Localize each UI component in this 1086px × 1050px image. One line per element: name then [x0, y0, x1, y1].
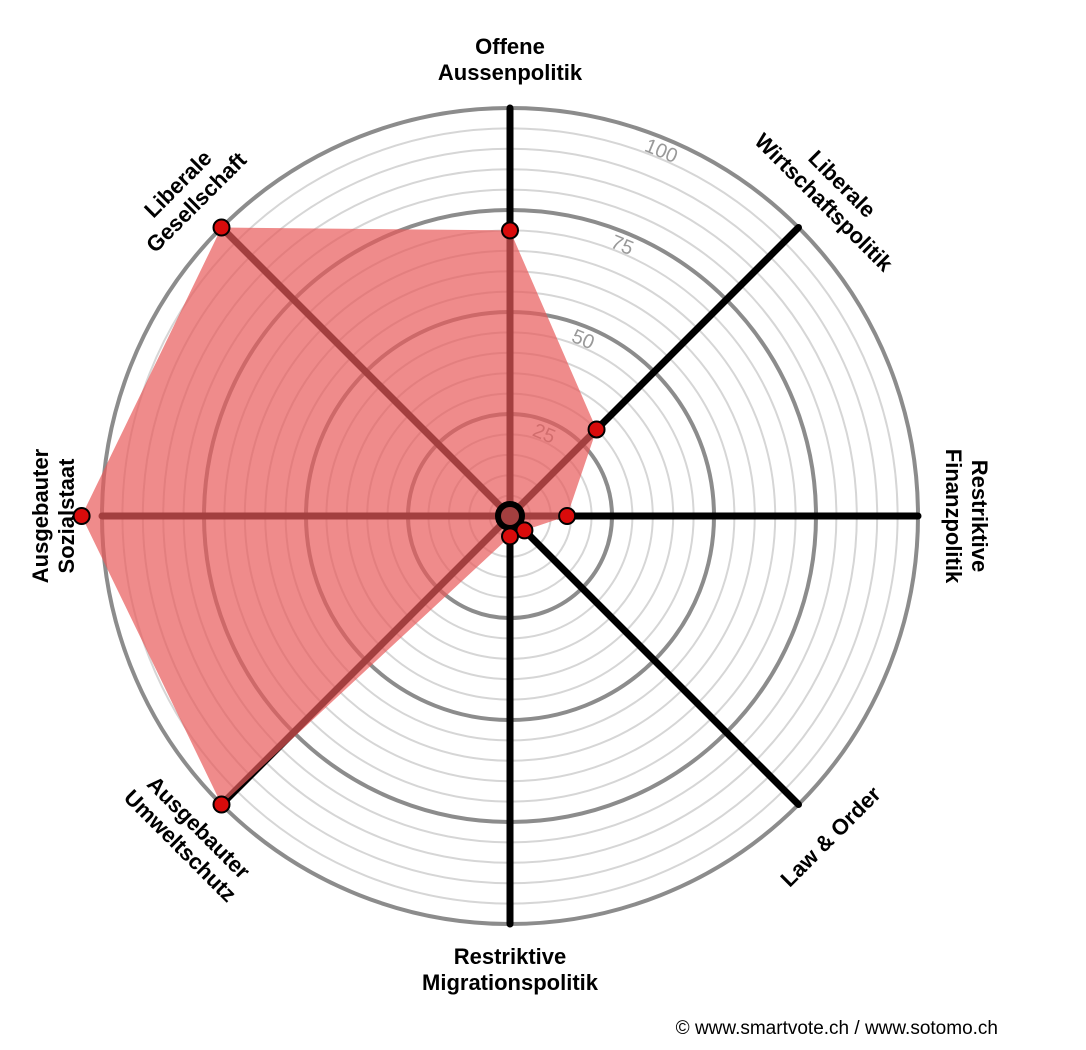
- axis-label-line: Sozialstaat: [54, 458, 79, 574]
- data-point: [72, 507, 91, 525]
- data-point: [212, 218, 231, 237]
- spoke-line: [506, 512, 802, 808]
- data-point: [212, 795, 231, 814]
- axis-label-line: Restriktive: [967, 460, 992, 573]
- axis-label-line: Finanzpolitik: [941, 449, 966, 584]
- data-points: [72, 218, 606, 814]
- data-point: [501, 527, 519, 546]
- data-polygon: [81, 227, 597, 805]
- data-point: [558, 507, 577, 525]
- data-area: [81, 227, 597, 805]
- axis-label-line: Offene: [475, 34, 545, 59]
- axis-label-line: Ausgebauter: [28, 448, 53, 583]
- data-point: [501, 221, 519, 240]
- axis-label-line: Restriktive: [454, 944, 567, 969]
- axis-label-line: Aussenpolitik: [438, 60, 583, 85]
- data-point: [587, 420, 606, 439]
- axis-label-line: Migrationspolitik: [422, 970, 599, 995]
- axis-label: Ausgebauter Sozialstaat: [28, 448, 79, 583]
- copyright-text: © www.smartvote.ch / www.sotomo.ch: [675, 1018, 998, 1039]
- tick-label: 100: [641, 135, 680, 168]
